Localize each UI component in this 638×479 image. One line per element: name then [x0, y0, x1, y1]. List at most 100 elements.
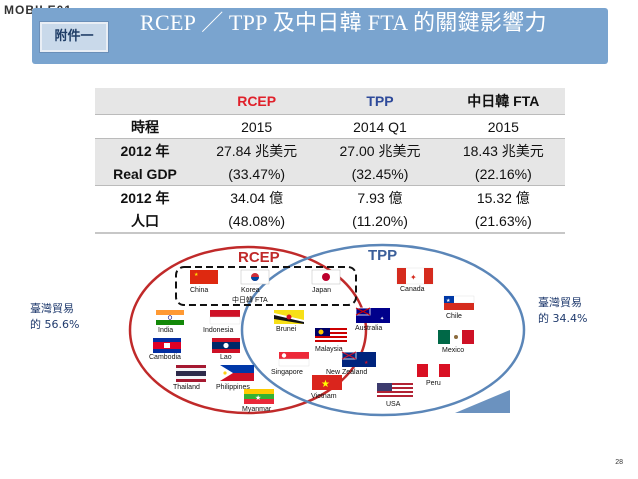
table-header-cell: [95, 88, 195, 115]
country-label-usa: USA: [386, 401, 401, 408]
svg-text:★: ★: [255, 394, 261, 402]
country-label-singapore: Singapore: [271, 369, 303, 376]
myanmar-flag-icon: [244, 389, 274, 394]
rcep-circle: [128, 245, 368, 415]
table-cell: (22.16%): [441, 162, 565, 186]
flag-myanmar: ★ Myanmar: [242, 389, 274, 413]
table-row: 人口 (48.08%) (11.20%) (21.63%): [95, 209, 565, 234]
thailand-flag-icon: [176, 365, 206, 368]
right-trade-note-line2: 的 34.4%: [538, 312, 588, 325]
rcep-circle-label: RCEP: [238, 249, 280, 266]
left-trade-note: 臺灣貿易 的 56.6%: [30, 301, 79, 333]
svg-text:★: ★: [364, 360, 369, 366]
tpp-circle: [240, 243, 526, 417]
slide-header: 附件一 RCEP ／ TPP 及中日韓 FTA 的關鍵影響力: [32, 8, 608, 64]
india-flag-icon: [156, 310, 184, 315]
row-label: 人口: [95, 209, 195, 234]
table-cell: 2015: [441, 114, 565, 139]
country-label-canada: Canada: [400, 286, 425, 293]
table-header-tpp: TPP: [318, 88, 442, 115]
decorative-corner: [455, 390, 510, 413]
flag-lao: Lao: [212, 338, 240, 361]
flag-malaysia: Malaysia: [315, 328, 347, 353]
row-label: Real GDP: [95, 162, 195, 186]
flag-chile: ★ Chile: [443, 295, 475, 320]
flag-indonesia: Indonesia: [203, 310, 241, 334]
singapore-flag-icon: [279, 352, 309, 359]
right-trade-note: 臺灣貿易 的 34.4%: [538, 295, 587, 327]
svg-text:★: ★: [321, 379, 330, 390]
svg-text:★: ★: [446, 298, 451, 304]
flag-singapore: Singapore: [271, 352, 310, 376]
country-label-china: China: [190, 287, 208, 294]
country-label-mexico: Mexico: [442, 347, 464, 354]
left-trade-note-line2: 的 56.6%: [30, 318, 80, 331]
row-label: 2012 年: [95, 138, 195, 162]
table-cell: 34.04 億: [195, 185, 319, 209]
page-number: 28: [615, 459, 623, 466]
flag-india: India: [156, 310, 184, 334]
china-japan-korea-fta-box: [175, 266, 357, 306]
tpp-circle-label: TPP: [368, 247, 397, 264]
table-cell: 18.43 兆美元: [441, 138, 565, 162]
mexico-flag-icon: [438, 330, 450, 344]
left-trade-note-line1: 臺灣貿易: [30, 302, 74, 315]
flag-china: ★ China: [190, 270, 218, 294]
table-row: 時程 2015 2014 Q1 2015: [95, 114, 565, 139]
country-label-philippines: Philippines: [216, 384, 250, 391]
lao-flag-icon: [212, 338, 240, 342]
flag-thailand: Thailand: [173, 365, 206, 391]
flag-australia: ✦ Australia: [355, 307, 390, 332]
table-cell: 2015: [195, 114, 319, 139]
row-label: 時程: [95, 114, 195, 139]
peru-flag-icon: [417, 364, 428, 377]
table-cell: (11.20%): [318, 209, 442, 234]
country-label-korea: Korea: [241, 287, 260, 294]
table-cell: (21.63%): [441, 209, 565, 234]
flag-peru: Peru: [417, 364, 450, 387]
flag-japan: Japan: [311, 269, 341, 294]
flag-new-zealand: ★ New Zealand: [326, 351, 376, 376]
country-label-indonesia: Indonesia: [203, 327, 233, 334]
flag-usa: USA: [377, 383, 413, 408]
flag-mexico: Mexico: [438, 330, 474, 354]
flag-vietnam: ★ Vietnam: [311, 375, 342, 400]
comparison-table: RCEP TPP 中日韓 FTA 時程 2015 2014 Q1 2015 20…: [95, 88, 565, 234]
country-label-chile: Chile: [446, 313, 462, 320]
table-row: Real GDP (33.47%) (32.45%) (22.16%): [95, 162, 565, 186]
country-label-brunei: Brunei: [276, 326, 297, 333]
country-label-myanmar: Myanmar: [242, 406, 272, 413]
slide-title: RCEP ／ TPP 及中日韓 FTA 的關鍵影響力: [140, 10, 547, 35]
country-label-india: India: [158, 327, 173, 334]
country-label-vietnam: Vietnam: [311, 393, 337, 400]
cambodia-flag-icon: [153, 338, 181, 342]
flag-canada: ✦ Canada: [396, 267, 434, 293]
philippines-flag-icon: [220, 365, 254, 373]
china-flag-icon: [190, 270, 218, 284]
table-cell: 27.84 兆美元: [195, 138, 319, 162]
svg-text:✦: ✦: [410, 273, 417, 282]
table-cell: 7.93 億: [318, 185, 442, 209]
country-label-australia: Australia: [355, 325, 382, 332]
indonesia-flag-icon: [210, 310, 240, 317]
table-cell: 15.32 億: [441, 185, 565, 209]
country-label-thailand: Thailand: [173, 384, 200, 391]
right-trade-note-line1: 臺灣貿易: [538, 296, 582, 309]
country-label-malaysia: Malaysia: [315, 346, 343, 353]
svg-text:★: ★: [194, 272, 199, 278]
fta-box-label: 中日韓 FTA: [232, 295, 268, 304]
table-cell: (32.45%): [318, 162, 442, 186]
svg-text:✦: ✦: [380, 316, 384, 322]
table-header-row: RCEP TPP 中日韓 FTA: [95, 88, 565, 115]
table-cell: 2014 Q1: [318, 114, 442, 139]
country-label-peru: Peru: [426, 380, 441, 387]
country-label-japan: Japan: [312, 287, 331, 294]
flag-philippines: Philippines: [216, 365, 254, 391]
appendix-badge: 附件一: [40, 22, 108, 52]
table-cell: (33.47%): [195, 162, 319, 186]
flag-cambodia: Cambodia: [149, 338, 181, 361]
table-header-rcep: RCEP: [195, 88, 319, 115]
table-header-fta: 中日韓 FTA: [441, 88, 565, 115]
country-label-lao: Lao: [220, 354, 232, 361]
